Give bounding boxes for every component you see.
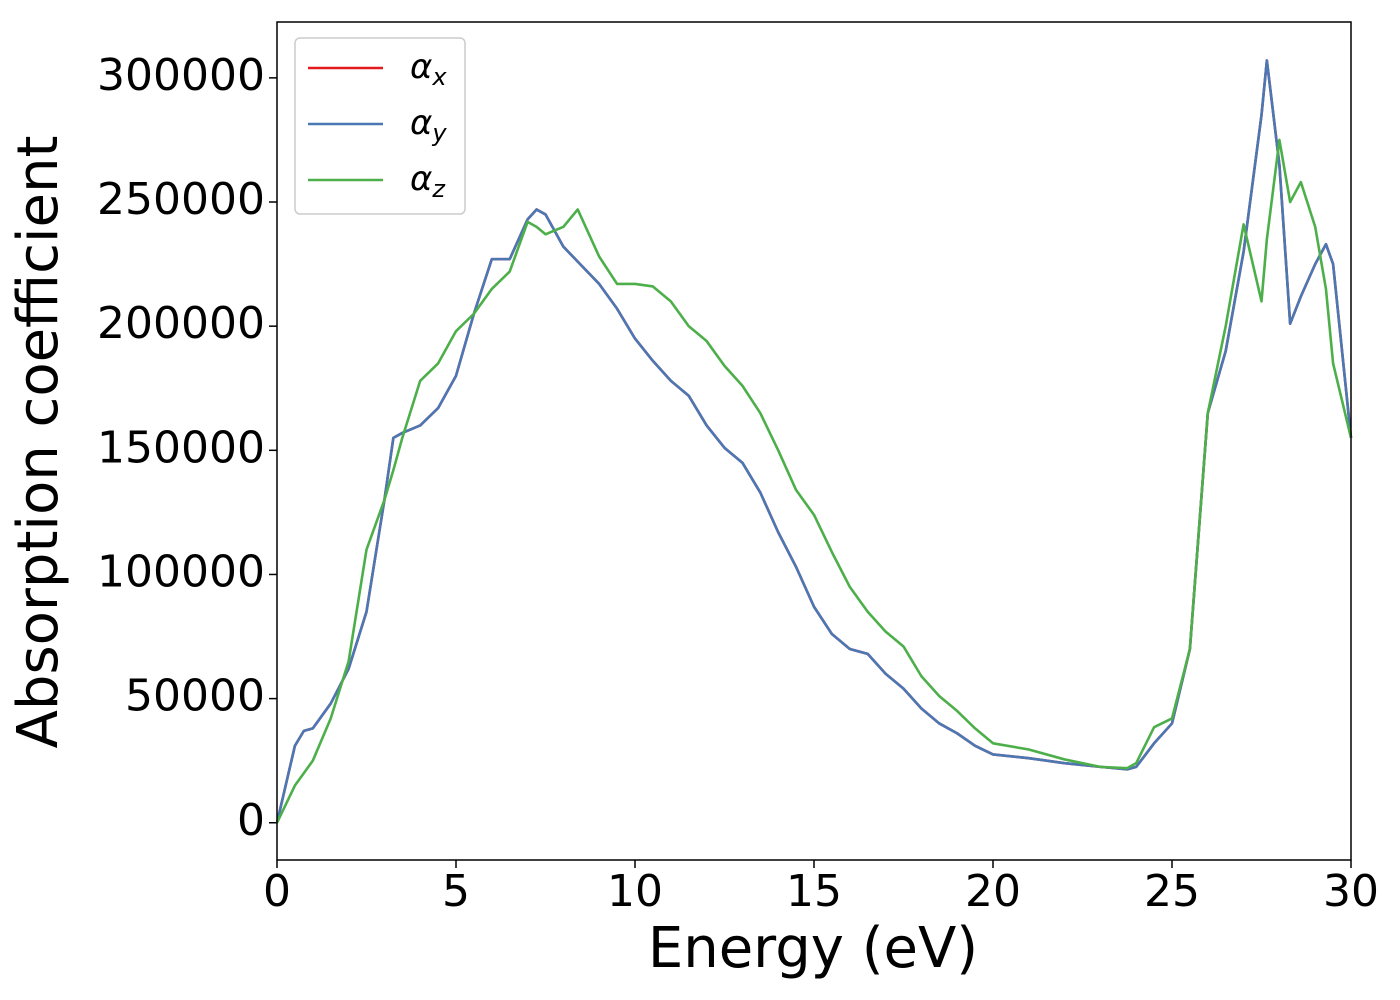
x-tick-label: 20 xyxy=(965,866,1021,917)
y-tick-label: 250000 xyxy=(97,174,265,225)
y-tick-label: 100000 xyxy=(97,546,265,597)
x-tick-label: 15 xyxy=(786,866,842,917)
legend-label: αy xyxy=(410,103,447,148)
legend-box xyxy=(294,37,466,215)
legend-label: αx xyxy=(410,47,447,92)
y-tick-label: 0 xyxy=(237,795,265,846)
y-tick-label: 150000 xyxy=(97,422,265,473)
legend-label: αz xyxy=(410,159,446,204)
x-tick-label: 0 xyxy=(263,866,291,917)
x-tick-label: 30 xyxy=(1323,866,1379,917)
data-line xyxy=(275,59,1353,824)
data-line xyxy=(275,138,1353,824)
x-axis-title: Energy (eV) xyxy=(648,916,978,981)
plot-frame xyxy=(276,21,1352,861)
y-axis-title: Absorption coefficient xyxy=(6,136,71,749)
y-tick-label: 300000 xyxy=(97,50,265,101)
x-tick-label: 10 xyxy=(607,866,663,917)
x-tick-label: 5 xyxy=(442,866,470,917)
y-tick-label: 50000 xyxy=(125,671,265,722)
x-tick-label: 25 xyxy=(1144,866,1200,917)
y-tick-label: 200000 xyxy=(97,298,265,349)
